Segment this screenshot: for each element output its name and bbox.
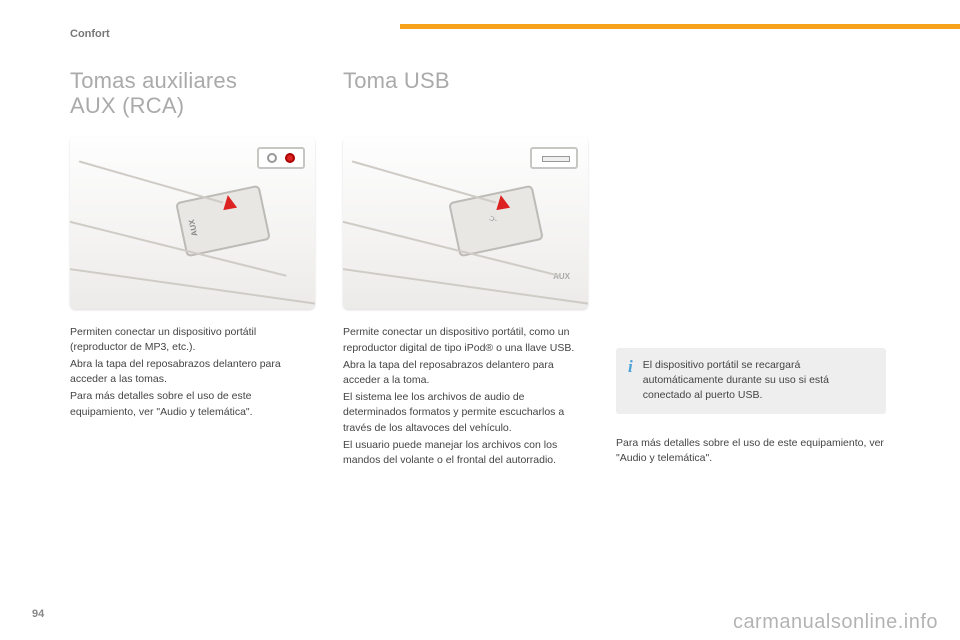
col-note: i El dispositivo portátil se recargará a… (616, 348, 886, 466)
title-aux-line2: AUX (RCA) (70, 93, 184, 118)
title-aux: Tomas auxiliares AUX (RCA) (70, 68, 315, 119)
info-icon: i (628, 358, 633, 404)
title-aux-line1: Tomas auxiliares (70, 68, 237, 93)
console-line (79, 160, 224, 203)
watermark: carmanualsonline.info (733, 611, 938, 634)
rca-red-icon (285, 153, 295, 163)
col-aux: Tomas auxiliares AUX (RCA) AUX Permiten … (70, 68, 315, 420)
col-usb: Toma USB ⑂ AUX Permite conectar un dispo… (343, 68, 588, 468)
section-label: Confort (70, 28, 910, 40)
aux-port-panel (257, 147, 305, 169)
illustration-usb: ⑂ AUX (343, 137, 588, 309)
usb-p4: El usuario puede manejar los archivos co… (343, 438, 588, 468)
footnote-text: Para más detalles sobre el uso de este e… (616, 436, 886, 466)
usb-symbol-icon: ⑂ (487, 214, 501, 225)
rca-white-icon (267, 153, 277, 163)
usb-p2: Abra la tapa del reposabrazos delantero … (343, 358, 588, 388)
usb-port-panel (530, 147, 578, 169)
aux-p3: Para más detalles sobre el uso de este e… (70, 389, 315, 419)
usb-body: Permite conectar un dispositivo portátil… (343, 325, 588, 468)
illustration-aux: AUX (70, 137, 315, 309)
note-text: El dispositivo portátil se recargará aut… (643, 358, 874, 404)
accent-bar (400, 24, 960, 29)
usb-p3: El sistema lee los archivos de audio de … (343, 390, 588, 436)
usb-p1: Permite conectar un dispositivo portátil… (343, 325, 588, 355)
aux-p2: Abra la tapa del reposabrazos delantero … (70, 357, 315, 387)
info-note: i El dispositivo portátil se recargará a… (616, 348, 886, 414)
aux-label-icon: AUX (187, 218, 199, 236)
console-line (352, 161, 497, 204)
arrow-icon (494, 194, 510, 210)
title-usb: Toma USB (343, 68, 588, 93)
usb-slot-icon (542, 156, 570, 162)
aux-body: Permiten conectar un dispositivo portáti… (70, 325, 315, 420)
aux-p1: Permiten conectar un dispositivo portáti… (70, 325, 315, 355)
page-number: 94 (32, 608, 44, 620)
content-columns: Tomas auxiliares AUX (RCA) AUX Permiten … (70, 68, 910, 468)
